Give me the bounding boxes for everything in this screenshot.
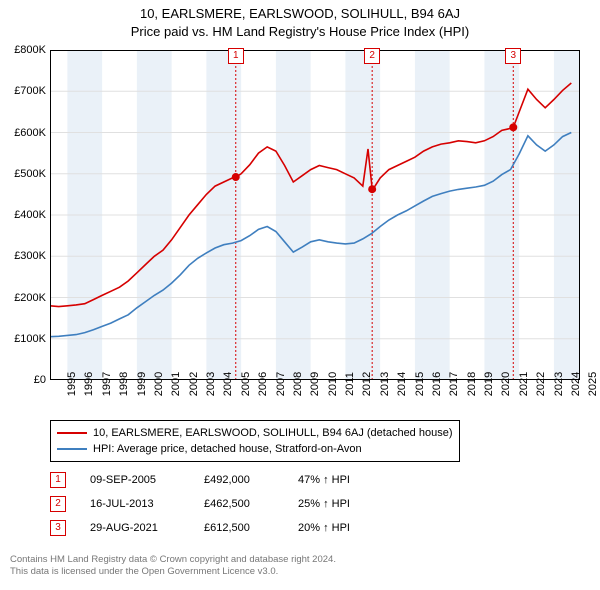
transaction-row-marker: 3	[50, 520, 66, 536]
footer-line1: Contains HM Land Registry data © Crown c…	[10, 554, 590, 566]
transaction-row-marker: 2	[50, 496, 66, 512]
transaction-row: 2 16-JUL-2013 £462,500 25% ↑ HPI	[50, 492, 378, 516]
transaction-row: 1 09-SEP-2005 £492,000 47% ↑ HPI	[50, 468, 378, 492]
transaction-marker-box: 1	[228, 48, 244, 64]
y-axis-tick-label: £800K	[14, 44, 46, 56]
transaction-date: 29-AUG-2021	[90, 522, 180, 534]
chart-svg	[50, 50, 580, 380]
chart-plot-area: £0£100K£200K£300K£400K£500K£600K£700K£80…	[50, 50, 580, 380]
chart-title-line1: 10, EARLSMERE, EARLSWOOD, SOLIHULL, B94 …	[0, 6, 600, 21]
y-axis-tick-label: £600K	[14, 127, 46, 139]
transaction-date: 09-SEP-2005	[90, 474, 180, 486]
y-axis-tick-label: £300K	[14, 250, 46, 262]
chart-title-line2: Price paid vs. HM Land Registry's House …	[0, 24, 600, 39]
footer-attribution: Contains HM Land Registry data © Crown c…	[10, 554, 590, 578]
transaction-vs-hpi: 25% ↑ HPI	[298, 498, 378, 510]
y-axis-tick-label: £400K	[14, 209, 46, 221]
transaction-price: £612,500	[204, 522, 274, 534]
y-axis-tick-label: £700K	[14, 85, 46, 97]
chart-legend: 10, EARLSMERE, EARLSWOOD, SOLIHULL, B94 …	[50, 420, 460, 462]
transaction-row-marker: 1	[50, 472, 66, 488]
transaction-marker-box: 3	[505, 48, 521, 64]
transaction-price: £462,500	[204, 498, 274, 510]
transaction-marker-box: 2	[364, 48, 380, 64]
y-axis-tick-label: £100K	[14, 333, 46, 345]
transaction-vs-hpi: 47% ↑ HPI	[298, 474, 378, 486]
legend-label: HPI: Average price, detached house, Stra…	[93, 443, 362, 455]
transaction-date: 16-JUL-2013	[90, 498, 180, 510]
y-axis-tick-label: £500K	[14, 168, 46, 180]
legend-item: HPI: Average price, detached house, Stra…	[57, 441, 453, 457]
legend-label: 10, EARLSMERE, EARLSWOOD, SOLIHULL, B94 …	[93, 427, 453, 439]
transaction-vs-hpi: 20% ↑ HPI	[298, 522, 378, 534]
transaction-row: 3 29-AUG-2021 £612,500 20% ↑ HPI	[50, 516, 378, 540]
legend-swatch	[57, 448, 87, 450]
footer-line2: This data is licensed under the Open Gov…	[10, 566, 590, 578]
y-axis-tick-label: £0	[34, 374, 46, 386]
y-axis-tick-label: £200K	[14, 292, 46, 304]
x-axis-tick-label: 2025	[571, 372, 599, 396]
transaction-table: 1 09-SEP-2005 £492,000 47% ↑ HPI 2 16-JUL-201…	[50, 468, 378, 540]
legend-item: 10, EARLSMERE, EARLSWOOD, SOLIHULL, B94 …	[57, 425, 453, 441]
transaction-price: £492,000	[204, 474, 274, 486]
legend-swatch	[57, 432, 87, 434]
